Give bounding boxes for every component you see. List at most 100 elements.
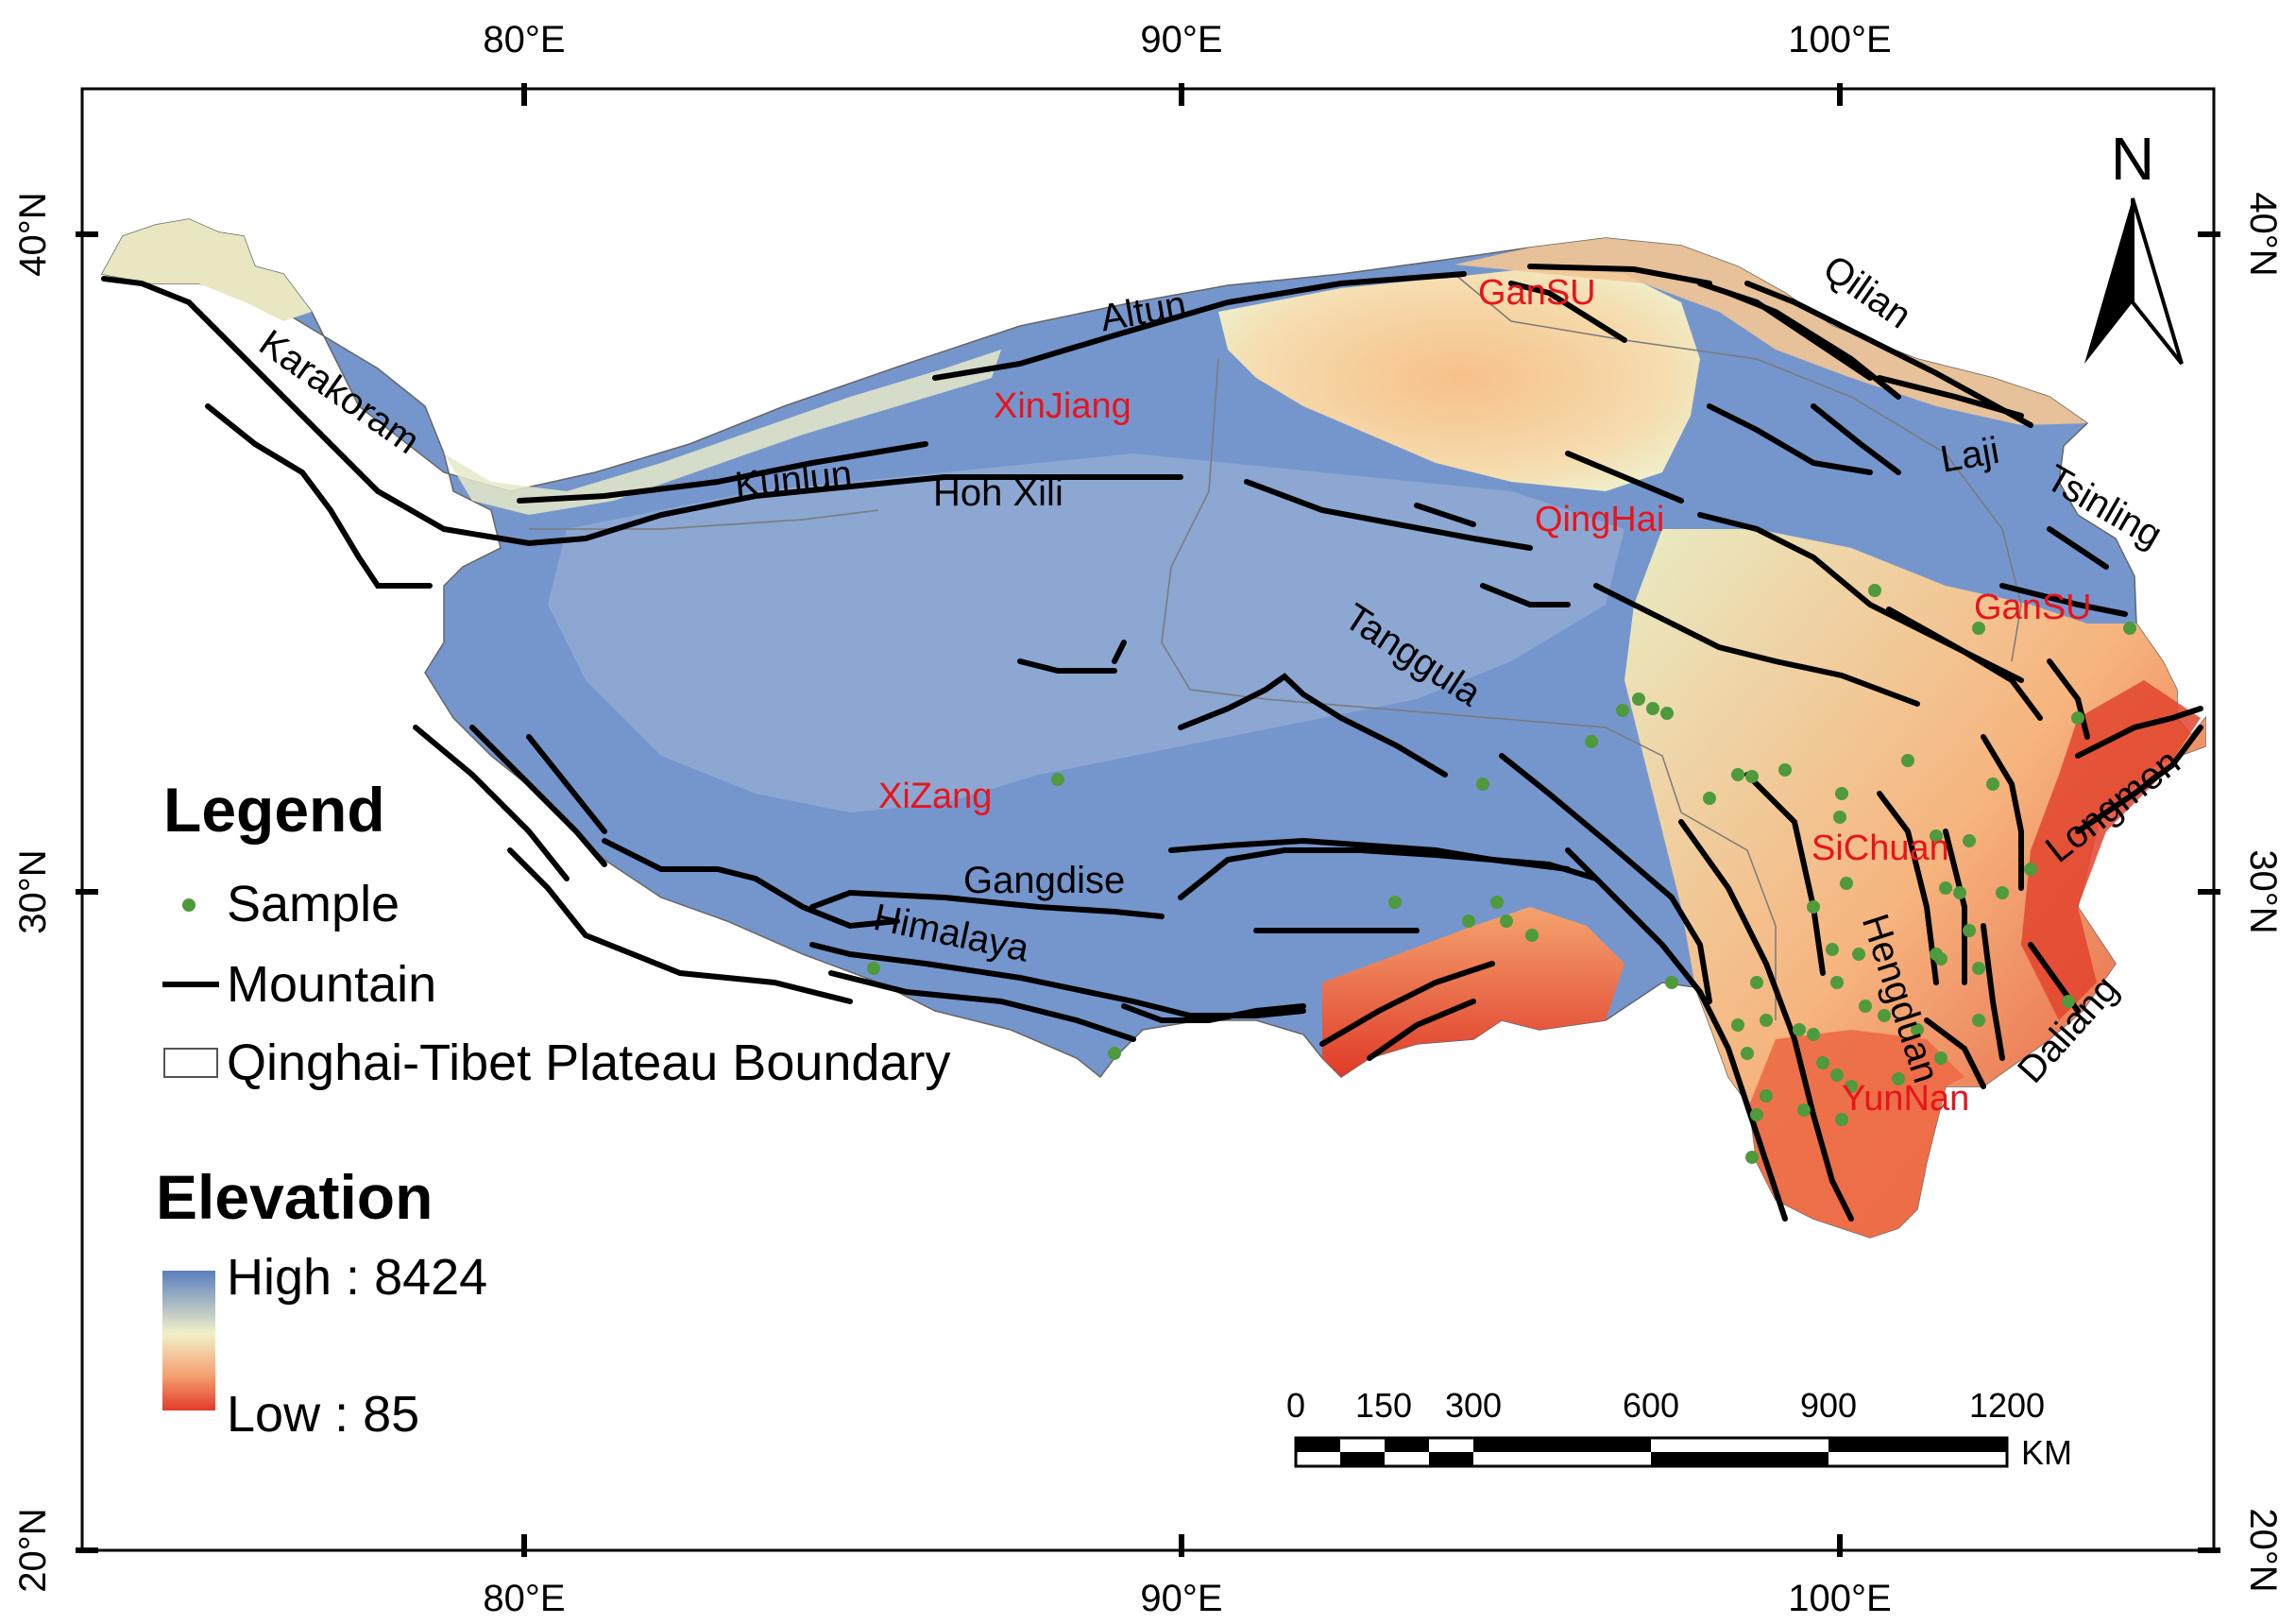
sample-point [1835, 1113, 1848, 1126]
sample-point [1646, 702, 1659, 715]
sample-point [1892, 1072, 1905, 1086]
scale-tick-label: 150 [1355, 1386, 1412, 1425]
elevation-low-label: Low : 85 [227, 1386, 419, 1443]
sample-point [1807, 1028, 1820, 1041]
sample-point [1703, 792, 1716, 805]
sample-point [1660, 707, 1674, 720]
north-arrow-label: N [2111, 125, 2154, 193]
sample-point [1963, 834, 1976, 847]
right-lat-label: 40°N [2242, 192, 2284, 276]
sample-point [1878, 1009, 1891, 1022]
sample-point [1816, 1056, 1829, 1069]
graticule-labels: 80°E 90°E 100°E 80°E 90°E 100°E 40°N 30°… [12, 19, 2284, 1619]
bottom-lon-label: 90°E [1140, 1578, 1222, 1619]
sample-point [1490, 896, 1504, 909]
top-lon-label: 90°E [1140, 19, 1222, 60]
province-label-xizang: XiZang [878, 777, 992, 816]
province-label-yunnan: YunNan [1842, 1079, 1969, 1119]
right-lat-label: 30°N [2242, 849, 2284, 933]
elevation-title: Elevation [156, 1162, 433, 1232]
southern-slope [1322, 907, 1624, 1077]
sample-point [1585, 735, 1598, 748]
sample-point [1845, 1080, 1858, 1093]
mountain-lines [101, 264, 2203, 1222]
bottom-lon-label: 80°E [483, 1578, 565, 1619]
sample-point [1972, 622, 1985, 635]
legend: Legend Sample Mountain Qinghai-Tibet Pla… [156, 775, 950, 1443]
sample-point [1934, 952, 1947, 966]
karakoram-light-zone [102, 219, 312, 321]
sample-point [1953, 886, 1966, 899]
sample-point [1632, 692, 1645, 706]
sample-point [1778, 763, 1792, 777]
mountain-label-laji: Laji [1937, 430, 2002, 481]
sample-point [1760, 1089, 1773, 1103]
sample-point [1051, 773, 1064, 786]
sample-point [1868, 584, 1881, 597]
sample-point [1760, 1014, 1773, 1027]
province-boundaries [529, 273, 2022, 1020]
north-arrow: N [2084, 125, 2184, 366]
sample-point [1830, 1068, 1844, 1082]
legend-sample-label: Sample [227, 876, 400, 932]
northwest-foothill [444, 350, 1001, 515]
elevation-high-label: High : 8424 [227, 1249, 487, 1306]
graticule-ticks [76, 83, 2220, 1557]
sample-point [1750, 976, 1763, 989]
sample-point [1996, 886, 2009, 899]
sample-point [1840, 877, 1853, 890]
sample-point [1731, 768, 1744, 781]
sample-point [1986, 778, 1999, 791]
right-lat-label: 20°N [2242, 1508, 2284, 1592]
scale-tick-label: 1200 [1969, 1386, 2045, 1425]
sample-point [867, 962, 880, 975]
sample-point [2123, 622, 2136, 635]
sample-point [1826, 943, 1839, 956]
top-lon-label: 100°E [1788, 19, 1891, 60]
scale-tick-label: 0 [1286, 1386, 1305, 1425]
north-arrow-left-half [2084, 198, 2133, 364]
scale-bar: 0 150 300 600 900 1200 KM [1286, 1386, 2072, 1472]
sample-point [1972, 962, 1985, 975]
sample-point [1750, 1108, 1763, 1121]
sample-point [1797, 1103, 1811, 1117]
sample-point [2024, 863, 2037, 876]
scale-tick-label: 900 [1800, 1386, 1857, 1425]
sample-point [1939, 881, 1952, 895]
sample-point [1525, 929, 1539, 942]
mountain-label-gangdise: Gangdise [963, 860, 1125, 901]
sample-point [1934, 1051, 1947, 1065]
sample-point [1745, 770, 1759, 783]
sample-point [1745, 1151, 1759, 1164]
sample-point [1616, 704, 1629, 717]
north-arrow-right-half [2131, 197, 2184, 366]
sample-point [1859, 1000, 1872, 1013]
sample-point [1852, 948, 1865, 961]
sample-point [1665, 976, 1678, 989]
province-labels: GanSU XinJiang QingHai GanSU XiZang SiCh… [878, 273, 2092, 1119]
sample-point [1911, 1023, 1924, 1036]
province-label-xinjiang: XinJiang [994, 386, 1131, 426]
sample-points [867, 584, 2136, 1164]
elevation-color-ramp [162, 1271, 215, 1410]
sample-point [2062, 995, 2075, 1008]
qaidam-basin [1218, 266, 1700, 491]
sample-point [1963, 924, 1976, 937]
bottom-lon-label: 100°E [1788, 1578, 1891, 1619]
legend-title: Legend [163, 775, 385, 845]
sample-point [1731, 1018, 1744, 1032]
sample-point [1930, 829, 1943, 843]
legend-boundary-symbol [163, 1048, 218, 1078]
sample-point [2071, 711, 2084, 725]
sichuan-basin-edge [2021, 680, 2201, 1020]
sample-point [1108, 1047, 1121, 1060]
left-lat-label: 20°N [12, 1508, 54, 1592]
legend-boundary-label: Qinghai-Tibet Plateau Boundary [227, 1034, 950, 1091]
province-label-gansu-north: GanSU [1478, 273, 1596, 313]
sample-point [1833, 811, 1846, 824]
central-plateau-zone [548, 453, 1624, 812]
sample-point [1500, 915, 1513, 928]
left-lat-label: 30°N [12, 849, 54, 933]
sample-point [1901, 754, 1914, 767]
